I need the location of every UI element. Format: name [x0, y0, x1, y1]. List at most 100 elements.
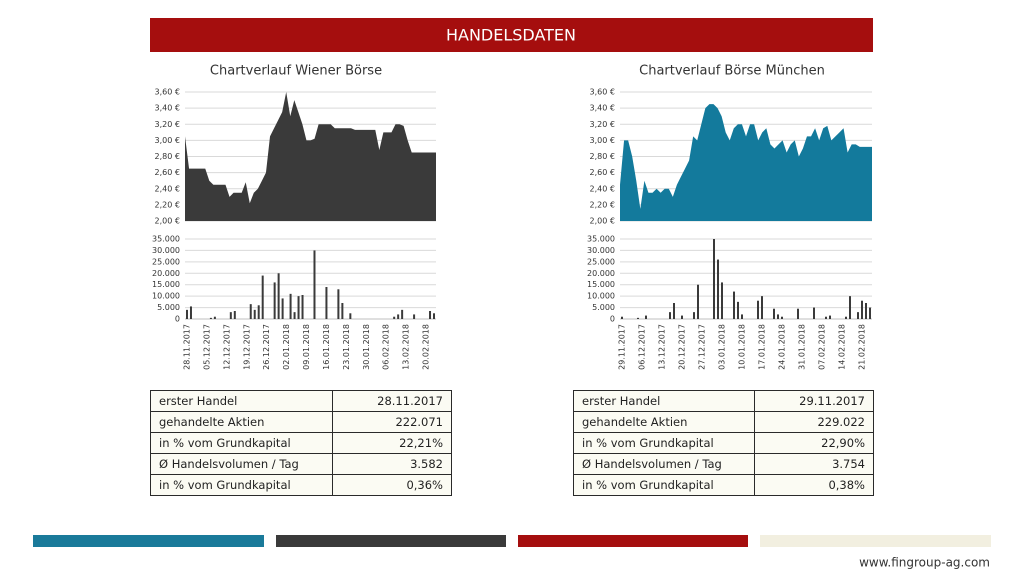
x-tick-label: 20.02.2018 — [422, 324, 431, 370]
x-tick-label: 16.01.2018 — [322, 324, 331, 370]
y-tick-label: 3,00 € — [155, 136, 180, 145]
bar — [825, 316, 827, 319]
cell-label: in % vom Grundkapital — [573, 432, 755, 454]
bar — [413, 314, 416, 319]
stats-table: erster Handel 28.11.2017 gehandelte Aktien… — [150, 390, 452, 496]
y-tick-label: 3,60 € — [590, 88, 615, 97]
bar — [721, 282, 723, 319]
bar — [829, 315, 831, 319]
cell-value: 29.11.2017 — [754, 390, 874, 412]
x-tick-label: 06.02.2018 — [382, 324, 391, 370]
cell-value: 229.022 — [754, 411, 874, 433]
chart-title: Chartverlauf Wiener Börse — [210, 64, 382, 79]
y-tick-label: 15.000 — [152, 280, 180, 289]
table-row: in % vom Grundkapital 0,36% — [150, 474, 452, 496]
footer-url: www.fingroup-ag.com — [859, 556, 990, 570]
x-tick-label: 26.12.2017 — [262, 324, 271, 370]
y-tick-label: 2,80 € — [590, 152, 615, 161]
bar — [429, 311, 432, 319]
y-tick-label: 3,00 € — [590, 136, 615, 145]
bar — [401, 309, 404, 319]
x-tick-label: 23.01.2018 — [342, 324, 351, 370]
x-tick-label: 28.11.2017 — [182, 324, 191, 370]
y-tick-label: 25.000 — [152, 257, 180, 266]
bar — [229, 312, 232, 319]
y-tick-label: 2,20 € — [590, 200, 615, 209]
bar — [289, 293, 292, 319]
table-row: Ø Handelsvolumen / Tag 3.754 — [573, 453, 874, 475]
bar — [397, 314, 400, 319]
y-tick-label: 25.000 — [587, 257, 615, 266]
bar — [189, 306, 192, 319]
y-tick-label: 2,40 € — [155, 184, 180, 193]
y-tick-label: 20.000 — [587, 269, 615, 278]
table-row: erster Handel 29.11.2017 — [573, 390, 874, 412]
bar — [857, 312, 859, 319]
bar — [797, 308, 799, 319]
y-tick-label: 3,60 € — [155, 88, 180, 97]
x-tick-label: 10.01.2018 — [738, 324, 747, 370]
cell-value: 22,21% — [332, 432, 452, 454]
bar — [301, 295, 304, 319]
y-tick-label: 15.000 — [587, 280, 615, 289]
bar — [737, 301, 739, 319]
chart-title: Chartverlauf Börse München — [639, 64, 825, 79]
y-tick-label: 30.000 — [587, 246, 615, 255]
cell-label: in % vom Grundkapital — [573, 474, 755, 496]
deco-bar — [760, 535, 991, 547]
y-tick-label: 2,00 € — [590, 217, 615, 226]
y-tick-label: 20.000 — [152, 269, 180, 278]
x-tick-label: 13.02.2018 — [402, 324, 411, 370]
bar — [261, 275, 264, 319]
cell-value: 3.582 — [332, 453, 452, 475]
table-row: erster Handel 28.11.2017 — [150, 390, 452, 412]
table-row: in % vom Grundkapital 22,90% — [573, 432, 874, 454]
bar — [281, 298, 284, 319]
bar — [777, 314, 779, 319]
header-bar — [150, 18, 873, 52]
bar — [681, 315, 683, 319]
bar — [757, 300, 759, 319]
bar — [845, 316, 847, 319]
cell-label: in % vom Grundkapital — [150, 432, 333, 454]
x-tick-label: 19.12.2017 — [242, 324, 251, 370]
bar — [761, 296, 763, 319]
y-tick-label: 5.000 — [157, 303, 180, 312]
bar — [781, 316, 783, 319]
bar — [669, 312, 671, 319]
y-tick-label: 0 — [610, 315, 615, 324]
y-tick-label: 3,20 € — [590, 120, 615, 129]
cell-value: 0,36% — [332, 474, 452, 496]
bar — [713, 239, 715, 319]
cell-label: Ø Handelsvolumen / Tag — [573, 453, 755, 475]
cell-label: gehandelte Aktien — [150, 411, 333, 433]
bar — [717, 259, 719, 319]
cell-value: 222.071 — [332, 411, 452, 433]
x-tick-label: 07.02.2018 — [818, 324, 827, 370]
bar — [257, 305, 260, 319]
bar — [849, 296, 851, 319]
x-tick-label: 09.01.2018 — [302, 324, 311, 370]
bar — [253, 309, 256, 319]
y-tick-label: 35.000 — [587, 235, 615, 244]
header-title: HANDELSDATEN — [446, 26, 576, 45]
bar — [741, 314, 743, 319]
x-tick-label: 20.12.2017 — [678, 324, 687, 370]
x-tick-label: 12.12.2017 — [222, 324, 231, 370]
table-row: in % vom Grundkapital 22,21% — [150, 432, 452, 454]
bar — [621, 316, 623, 319]
bar — [249, 304, 252, 319]
x-tick-label: 03.01.2018 — [718, 324, 727, 370]
table-row: gehandelte Aktien 222.071 — [150, 411, 452, 433]
cell-value: 3.754 — [754, 453, 874, 475]
cell-label: in % vom Grundkapital — [150, 474, 333, 496]
bar — [693, 312, 695, 319]
bar — [645, 315, 647, 319]
x-tick-label: 24.01.2018 — [778, 324, 787, 370]
y-tick-label: 35.000 — [152, 235, 180, 244]
bar — [313, 250, 316, 319]
y-tick-label: 2,00 € — [155, 217, 180, 226]
x-tick-label: 14.02.2018 — [838, 324, 847, 370]
y-tick-label: 5.000 — [592, 303, 615, 312]
